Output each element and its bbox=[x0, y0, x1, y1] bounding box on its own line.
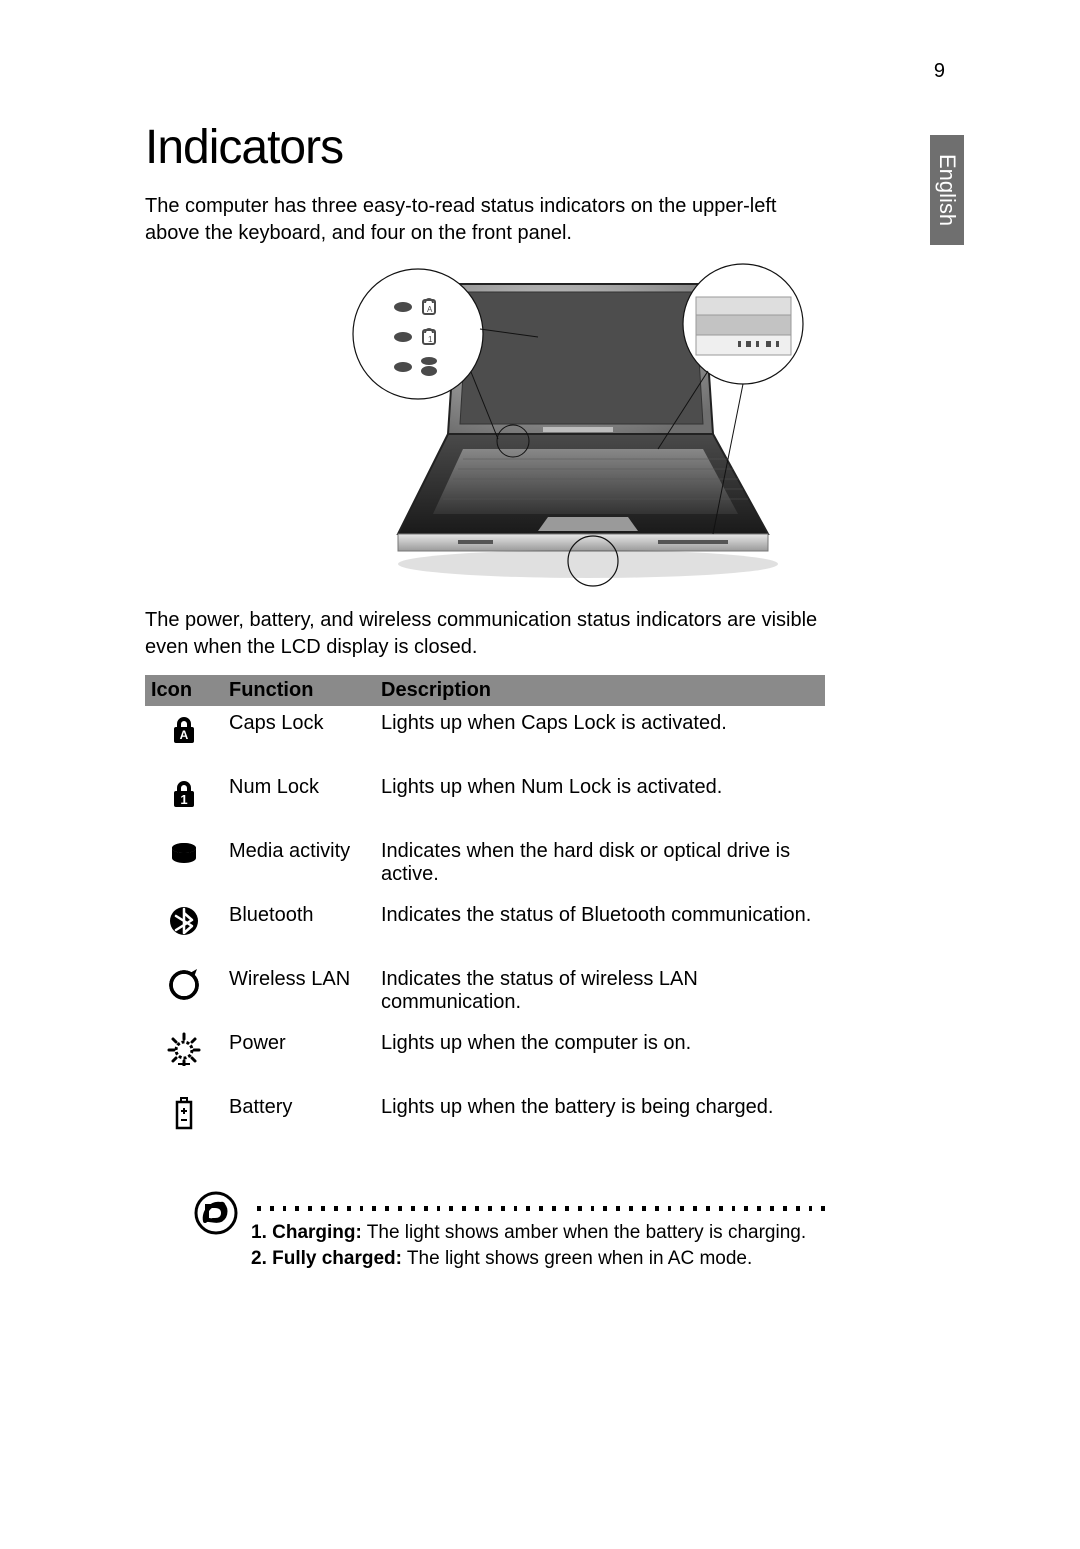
table-row: A Caps Lock Lights up when Caps Lock is … bbox=[145, 706, 825, 770]
table-row: Media activity Indicates when the hard d… bbox=[145, 834, 825, 898]
cell-func: Num Lock bbox=[223, 770, 375, 834]
cell-desc: Indicates the status of Bluetooth commun… bbox=[375, 898, 825, 962]
note-line-2-rest: The light shows green when in AC mode. bbox=[402, 1248, 752, 1269]
media-activity-icon bbox=[145, 834, 223, 898]
cell-func: Caps Lock bbox=[223, 706, 375, 770]
page-title: Indicators bbox=[145, 120, 970, 175]
cell-func: Battery bbox=[223, 1090, 375, 1154]
th-description: Description bbox=[375, 675, 825, 706]
indicators-table: Icon Function Description A Caps Lock Li… bbox=[145, 675, 825, 1154]
cell-desc: Indicates the status of wireless LAN com… bbox=[375, 962, 825, 1026]
capslock-icon: A bbox=[145, 706, 223, 770]
th-function: Function bbox=[223, 675, 375, 706]
bluetooth-icon bbox=[145, 898, 223, 962]
cell-desc: Lights up when the battery is being char… bbox=[375, 1090, 825, 1154]
cell-desc: Indicates when the hard disk or optical … bbox=[375, 834, 825, 898]
note-line-2-bold: 2. Fully charged: bbox=[251, 1248, 402, 1269]
wireless-lan-icon bbox=[145, 962, 223, 1026]
power-icon bbox=[145, 1026, 223, 1090]
language-tab: English bbox=[930, 135, 964, 245]
svg-text:1: 1 bbox=[428, 335, 433, 344]
note-line-1: 1. Charging: The light shows amber when … bbox=[251, 1220, 825, 1246]
note-line-1-rest: The light shows amber when the battery i… bbox=[362, 1222, 806, 1243]
svg-text:A: A bbox=[180, 728, 189, 742]
battery-icon bbox=[145, 1090, 223, 1154]
cell-func: Wireless LAN bbox=[223, 962, 375, 1026]
svg-text:A: A bbox=[427, 305, 433, 314]
laptop-indicator-figure: A 1 bbox=[308, 259, 808, 589]
note-icon bbox=[193, 1190, 239, 1236]
mid-paragraph: The power, battery, and wireless communi… bbox=[145, 607, 825, 661]
cell-func: Power bbox=[223, 1026, 375, 1090]
cell-desc: Lights up when the computer is on. bbox=[375, 1026, 825, 1090]
note-dotted-rule bbox=[257, 1194, 825, 1206]
table-row: Battery Lights up when the battery is be… bbox=[145, 1090, 825, 1154]
table-row: 1 Num Lock Lights up when Num Lock is ac… bbox=[145, 770, 825, 834]
table-row: Wireless LAN Indicates the status of wir… bbox=[145, 962, 825, 1026]
note-line-1-bold: 1. Charging: bbox=[251, 1222, 362, 1243]
cell-desc: Lights up when Num Lock is activated. bbox=[375, 770, 825, 834]
cell-desc: Lights up when Caps Lock is activated. bbox=[375, 706, 825, 770]
intro-paragraph: The computer has three easy-to-read stat… bbox=[145, 193, 825, 247]
th-icon: Icon bbox=[145, 675, 223, 706]
note-block: 1. Charging: The light shows amber when … bbox=[145, 1194, 825, 1271]
svg-text:1: 1 bbox=[180, 792, 187, 807]
table-row: Power Lights up when the computer is on. bbox=[145, 1026, 825, 1090]
cell-func: Media activity bbox=[223, 834, 375, 898]
cell-func: Bluetooth bbox=[223, 898, 375, 962]
numlock-icon: 1 bbox=[145, 770, 223, 834]
page-number: 9 bbox=[934, 60, 945, 83]
table-row: Bluetooth Indicates the status of Blueto… bbox=[145, 898, 825, 962]
note-line-2: 2. Fully charged: The light shows green … bbox=[251, 1246, 825, 1272]
